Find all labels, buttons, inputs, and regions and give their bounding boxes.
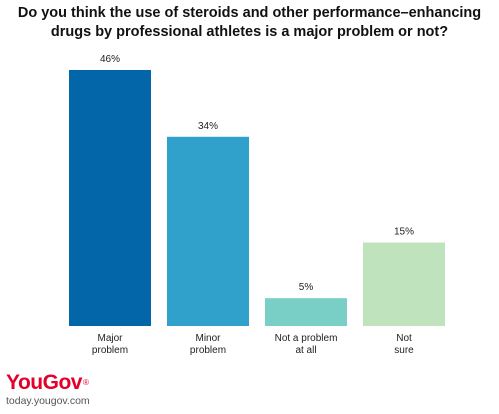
chart-title-line-1: Do you think the use of steroids and oth… [17, 5, 482, 21]
value-label-2: 5% [299, 282, 314, 293]
value-labels-group: 46% 34% 5% 15% [100, 54, 414, 293]
category-label-1-line-1: problem [190, 345, 226, 356]
yougov-logo: YouGov® [6, 372, 90, 394]
value-label-0: 46% [100, 54, 120, 65]
bar-0 [69, 70, 151, 326]
category-label-3-line-0: Not [396, 333, 412, 344]
category-label-3-line-1: sure [394, 345, 414, 356]
bar-chart: 46%34%5%15% MajorproblemMinorproblemNot … [69, 54, 445, 356]
brand-block: YouGov® today.yougov.com [6, 372, 90, 408]
category-label-0-line-1: problem [92, 345, 128, 356]
bar-3 [363, 242, 445, 326]
bars-group [69, 70, 445, 326]
source-url: today.yougov.com [6, 395, 90, 407]
logo-registered-mark: ® [82, 378, 89, 387]
category-label-2-line-0: Not a problem [275, 333, 338, 344]
category-label-1-line-0: Minor [195, 333, 221, 344]
category-label-2-line-1: at all [295, 345, 316, 356]
value-label-3: 15% [394, 227, 414, 238]
chart-title-line-2: drugs by professional athletes is a majo… [50, 24, 449, 40]
category-label-0-line-0: Major [97, 333, 123, 344]
logo-text: YouGov [6, 371, 82, 394]
chart-title: Do you think the use of steroids and oth… [0, 4, 499, 42]
bar-2 [265, 298, 347, 326]
bar-1 [167, 136, 249, 326]
value-label-1: 34% [198, 121, 218, 132]
